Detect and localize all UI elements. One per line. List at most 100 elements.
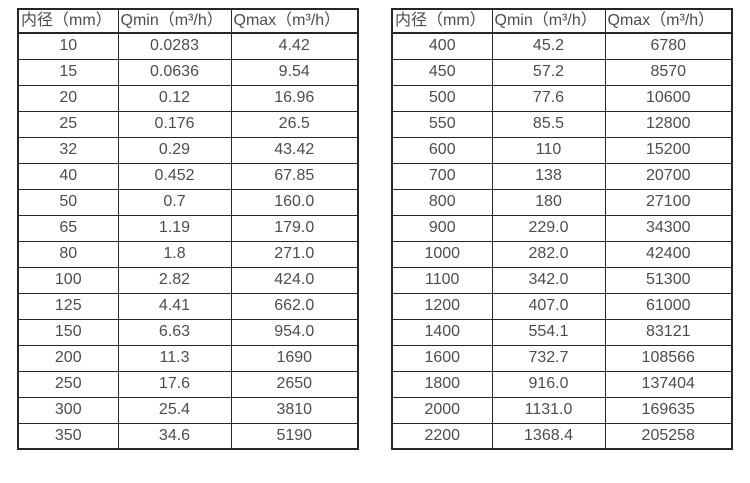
table-cell: 2000: [391, 396, 493, 424]
table-cell: 200: [17, 344, 119, 372]
table-cell: 407.0: [491, 292, 606, 320]
table-cell: 700: [391, 162, 493, 190]
table-cell: 1.19: [117, 214, 232, 242]
table-row: 1400 554.1 83121: [391, 318, 733, 346]
table-cell: 500: [391, 84, 493, 112]
table-cell: 0.12: [117, 84, 232, 112]
table-cell: 15: [17, 58, 119, 86]
table-row: 250 17.6 2650: [17, 370, 359, 398]
table-cell: 12800: [604, 110, 733, 138]
table-row: 400 45.2 6780: [391, 32, 733, 60]
table-body: 400 45.2 6780 450 57.2 8570 500 77.6 10600 550 85.…: [391, 32, 733, 450]
table-cell: 20700: [604, 162, 733, 190]
table-cell: 67.85: [230, 162, 359, 190]
table-cell: 138: [491, 162, 606, 190]
table-header: 内径（mm） Qmin（m³/h） Qmax（m³/h）: [391, 8, 733, 34]
table-cell: 51300: [604, 266, 733, 294]
table-cell: 100: [17, 266, 119, 294]
table-row: 300 25.4 3810: [17, 396, 359, 424]
table-cell: 6.63: [117, 318, 232, 346]
table-row: 1200 407.0 61000: [391, 292, 733, 320]
table-cell: 424.0: [230, 266, 359, 294]
table-cell: 300: [17, 396, 119, 424]
table-cell: 205258: [604, 422, 733, 450]
table-cell: 180: [491, 188, 606, 216]
table-cell: 1000: [391, 240, 493, 268]
table-cell: 1400: [391, 318, 493, 346]
table-cell: 80: [17, 240, 119, 268]
column-header: Qmax（m³/h）: [230, 8, 359, 34]
table-cell: 11.3: [117, 344, 232, 372]
table-cell: 0.176: [117, 110, 232, 138]
table-row: 2200 1368.4 205258: [391, 422, 733, 450]
table-cell: 350: [17, 422, 119, 450]
table-cell: 25.4: [117, 396, 232, 424]
table-cell: 27100: [604, 188, 733, 216]
table-cell: 85.5: [491, 110, 606, 138]
table-cell: 83121: [604, 318, 733, 346]
table-row: 1000 282.0 42400: [391, 240, 733, 268]
table-row: 500 77.6 10600: [391, 84, 733, 112]
table-cell: 1131.0: [491, 396, 606, 424]
table-cell: 108566: [604, 344, 733, 372]
table-cell: 17.6: [117, 370, 232, 398]
table-row: 2000 1131.0 169635: [391, 396, 733, 424]
flow-spec-table-large-diameters: 内径（mm） Qmin（m³/h） Qmax（m³/h） 400 45.2 6780 45…: [391, 8, 733, 450]
table-row: 800 180 27100: [391, 188, 733, 216]
table-row: 15 0.0636 9.54: [17, 58, 359, 86]
table-cell: 34.6: [117, 422, 232, 450]
table-row: 25 0.176 26.5: [17, 110, 359, 138]
table-cell: 50: [17, 188, 119, 216]
table-row: 1800 916.0 137404: [391, 370, 733, 398]
table-cell: 10: [17, 32, 119, 60]
table-row: 350 34.6 5190: [17, 422, 359, 450]
header-row: 内径（mm） Qmin（m³/h） Qmax（m³/h）: [17, 8, 359, 34]
table-cell: 1100: [391, 266, 493, 294]
table-cell: 125: [17, 292, 119, 320]
table-cell: 34300: [604, 214, 733, 242]
table-cell: 662.0: [230, 292, 359, 320]
table-cell: 900: [391, 214, 493, 242]
table-cell: 2200: [391, 422, 493, 450]
table-row: 80 1.8 271.0: [17, 240, 359, 268]
table-cell: 137404: [604, 370, 733, 398]
table-cell: 4.41: [117, 292, 232, 320]
table-row: 900 229.0 34300: [391, 214, 733, 242]
table-cell: 271.0: [230, 240, 359, 268]
table-row: 1600 732.7 108566: [391, 344, 733, 372]
table-cell: 282.0: [491, 240, 606, 268]
flow-spec-table-small-diameters: 内径（mm） Qmin（m³/h） Qmax（m³/h） 10 0.0283 4.42 1…: [17, 8, 359, 450]
table-cell: 2.82: [117, 266, 232, 294]
table-cell: 8570: [604, 58, 733, 86]
table-row: 125 4.41 662.0: [17, 292, 359, 320]
table-cell: 77.6: [491, 84, 606, 112]
table-row: 32 0.29 43.42: [17, 136, 359, 164]
table-cell: 732.7: [491, 344, 606, 372]
table-cell: 1600: [391, 344, 493, 372]
table-cell: 26.5: [230, 110, 359, 138]
table-cell: 1800: [391, 370, 493, 398]
table-cell: 0.452: [117, 162, 232, 190]
table-cell: 0.0636: [117, 58, 232, 86]
table-cell: 1.8: [117, 240, 232, 268]
table-cell: 5190: [230, 422, 359, 450]
table-cell: 45.2: [491, 32, 606, 60]
column-header: 内径（mm）: [17, 8, 119, 34]
table-cell: 20: [17, 84, 119, 112]
table-cell: 0.29: [117, 136, 232, 164]
table-cell: 43.42: [230, 136, 359, 164]
table-row: 450 57.2 8570: [391, 58, 733, 86]
table-cell: 800: [391, 188, 493, 216]
table-cell: 954.0: [230, 318, 359, 346]
table-row: 65 1.19 179.0: [17, 214, 359, 242]
header-row: 内径（mm） Qmin（m³/h） Qmax（m³/h）: [391, 8, 733, 34]
table-row: 20 0.12 16.96: [17, 84, 359, 112]
table-row: 1100 342.0 51300: [391, 266, 733, 294]
table-cell: 169635: [604, 396, 733, 424]
table-row: 150 6.63 954.0: [17, 318, 359, 346]
table-cell: 15200: [604, 136, 733, 164]
table-cell: 450: [391, 58, 493, 86]
table-cell: 4.42: [230, 32, 359, 60]
table-cell: 600: [391, 136, 493, 164]
table-cell: 25: [17, 110, 119, 138]
